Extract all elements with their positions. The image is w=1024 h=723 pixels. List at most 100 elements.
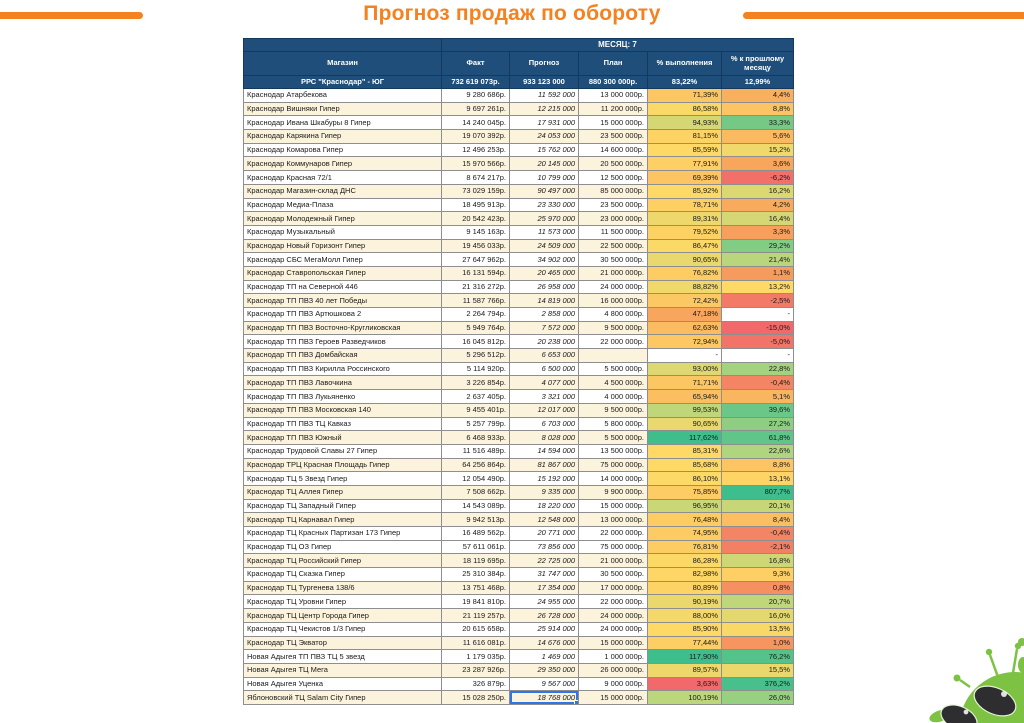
cell-vs-prev[interactable]: -0,4% (720, 526, 795, 541)
cell-forecast[interactable]: 17 931 000 (509, 115, 579, 131)
cell-vs-prev[interactable]: 33,3% (720, 115, 795, 131)
cell-forecast[interactable]: 12 548 000 (509, 512, 579, 527)
cell-plan[interactable]: 12 500 000р. (578, 170, 648, 185)
cell-store[interactable]: Краснодар ТП ПВЗ Лукьяненко (243, 389, 442, 404)
cell-vs-prev[interactable]: 13,2% (720, 279, 795, 295)
cell-vs-prev[interactable]: 1,0% (720, 635, 795, 651)
cell-completion[interactable]: 77,91% (647, 156, 722, 172)
cell-fact[interactable]: 9 455 401р. (441, 402, 510, 418)
cell-fact[interactable]: 14 543 089р. (441, 498, 510, 514)
cell-store[interactable]: Краснодар ТЦ Красных Партизан 173 Гипер (243, 526, 442, 541)
cell-store[interactable]: Краснодар Ивана Шкабуры 8 Гипер (243, 115, 442, 131)
cell-completion[interactable]: 69,39% (647, 170, 722, 185)
cell-forecast[interactable]: 20 145 000 (509, 156, 579, 172)
cell-store[interactable]: Краснодар СБС МегаМолл Гипер (243, 252, 442, 267)
cell-fact[interactable]: 12 496 253р. (441, 142, 510, 158)
cell-store[interactable]: Краснодар ТЦ Карнавал Гипер (243, 512, 442, 527)
cell-forecast[interactable]: 14 676 000 (509, 635, 579, 651)
cell-forecast[interactable]: 6 653 000 (509, 348, 579, 363)
cell-fact[interactable]: 16 045 812р. (441, 334, 510, 350)
cell-completion[interactable]: 82,98% (647, 567, 722, 582)
cell-store[interactable]: Новая Адыгея ТП ПВЗ ТЦ 5 звезд (243, 649, 442, 664)
cell-store[interactable]: Краснодар ТЦ Западный Гипер (243, 498, 442, 514)
cell-forecast[interactable]: 25 914 000 (509, 621, 579, 637)
cell-fact[interactable]: 9 145 163р. (441, 224, 510, 240)
cell-plan[interactable]: 16 000 000р. (578, 293, 648, 308)
cell-completion[interactable]: 79,52% (647, 224, 722, 240)
cell-plan[interactable]: 14 000 000р. (578, 471, 648, 486)
cell-forecast[interactable]: 20 238 000 (509, 334, 579, 350)
column-header-forecast[interactable]: Прогноз (509, 51, 579, 76)
cell-store[interactable]: Краснодар Музыкальный (243, 224, 442, 240)
cell-store[interactable]: Краснодар ТЦ Уровни Гипер (243, 594, 442, 610)
cell-plan[interactable]: 5 500 000р. (578, 361, 648, 377)
cell-completion[interactable]: 99,53% (647, 402, 722, 418)
cell-fact[interactable]: 18 495 913р. (441, 197, 510, 213)
cell-fact[interactable]: 5 949 764р. (441, 320, 510, 336)
cell-completion[interactable]: 117,62% (647, 430, 722, 445)
month-header-cell[interactable]: МЕСЯЦ: 7 (440, 38, 795, 52)
cell-fact[interactable]: 20 542 423р. (441, 211, 510, 226)
cell-completion[interactable]: 72,94% (647, 334, 722, 350)
cell-forecast[interactable]: 90 497 000 (509, 183, 579, 199)
cell-vs-prev[interactable]: 3,6% (720, 156, 795, 172)
cell-fact[interactable]: 57 611 061р. (441, 539, 510, 555)
cell-completion[interactable]: 72,42% (647, 293, 722, 308)
cell-completion[interactable]: 3,63% (647, 676, 722, 692)
cell-vs-prev[interactable]: 20,7% (720, 594, 795, 610)
cell-vs-prev[interactable]: 4,4% (720, 88, 795, 103)
cell-plan[interactable]: 9 500 000р. (578, 402, 648, 418)
cell-store[interactable]: Краснодар Молодежный Гипер (243, 211, 442, 226)
cell-forecast[interactable]: 20 465 000 (509, 265, 579, 281)
cell-plan[interactable]: 4 500 000р. (578, 375, 648, 391)
cell-fact[interactable]: 5 257 799р. (441, 416, 510, 432)
cell-store[interactable]: Краснодар ТРЦ Красная Площадь Гипер (243, 457, 442, 473)
cell-forecast[interactable]: 9 335 000 (509, 484, 579, 500)
cell-forecast[interactable]: 4 077 000 (509, 375, 579, 391)
cell-store[interactable]: Краснодар ТП на Северной 446 (243, 279, 442, 295)
cell-store[interactable]: Краснодар Карякина Гипер (243, 129, 442, 144)
cell-plan[interactable]: 13 500 000р. (578, 443, 648, 459)
cell-fact[interactable]: 13 751 468р. (441, 580, 510, 596)
summary-fact[interactable]: 732 619 073р. (441, 75, 510, 89)
cell-completion[interactable]: 90,65% (647, 252, 722, 267)
cell-completion[interactable]: 86,10% (647, 471, 722, 486)
cell-plan[interactable]: 75 000 000р. (578, 457, 648, 473)
cell-fact[interactable]: 2 637 405р. (441, 389, 510, 404)
cell-fact[interactable]: 14 240 045р. (441, 115, 510, 131)
cell-vs-prev[interactable]: 22,6% (720, 443, 795, 459)
cell-vs-prev[interactable]: 39,6% (720, 402, 795, 418)
cell-vs-prev[interactable]: 8,8% (720, 457, 795, 473)
cell-completion[interactable]: 77,44% (647, 635, 722, 651)
summary-vs-prev[interactable]: 12,99% (720, 75, 795, 89)
cell-plan[interactable]: 13 000 000р. (578, 512, 648, 527)
cell-completion[interactable]: 75,85% (647, 484, 722, 500)
cell-completion[interactable]: 93,00% (647, 361, 722, 377)
cell-fact[interactable]: 19 841 810р. (441, 594, 510, 610)
cell-plan[interactable]: 13 000 000р. (578, 88, 648, 103)
cell-vs-prev[interactable]: - (720, 307, 795, 322)
cell-plan[interactable]: 23 500 000р. (578, 129, 648, 144)
cell-completion[interactable]: 62,63% (647, 320, 722, 336)
cell-plan[interactable]: 1 000 000р. (578, 649, 648, 664)
cell-fact[interactable]: 15 970 566р. (441, 156, 510, 172)
cell-completion[interactable]: 86,58% (647, 101, 722, 117)
cell-vs-prev[interactable]: 5,1% (720, 389, 795, 404)
cell-store[interactable]: Краснодар ТП ПВЗ Домбайская (243, 348, 442, 363)
cell-plan[interactable]: 24 000 000р. (578, 621, 648, 637)
cell-forecast[interactable]: 1 469 000 (509, 649, 579, 664)
cell-store[interactable]: Краснодар ТЦ Сказка Гипер (243, 567, 442, 582)
cell-forecast[interactable]: 3 321 000 (509, 389, 579, 404)
cell-store[interactable]: Краснодар Магазин-склад ДНС (243, 183, 442, 199)
cell-vs-prev[interactable]: 76,2% (720, 649, 795, 664)
cell-vs-prev[interactable]: -2,1% (720, 539, 795, 555)
cell-completion[interactable]: - (647, 348, 722, 363)
cell-completion[interactable]: 76,82% (647, 265, 722, 281)
cell-fact[interactable]: 11 587 766р. (441, 293, 510, 308)
cell-store[interactable]: Краснодар Трудовой Славы 27 Гипер (243, 443, 442, 459)
cell-forecast[interactable]: 26 958 000 (509, 279, 579, 295)
cell-completion[interactable]: 90,65% (647, 416, 722, 432)
cell-completion[interactable]: 76,48% (647, 512, 722, 527)
cell-completion[interactable]: 65,94% (647, 389, 722, 404)
cell-store[interactable]: Краснодар ТП ПВЗ 40 лет Победы (243, 293, 442, 308)
